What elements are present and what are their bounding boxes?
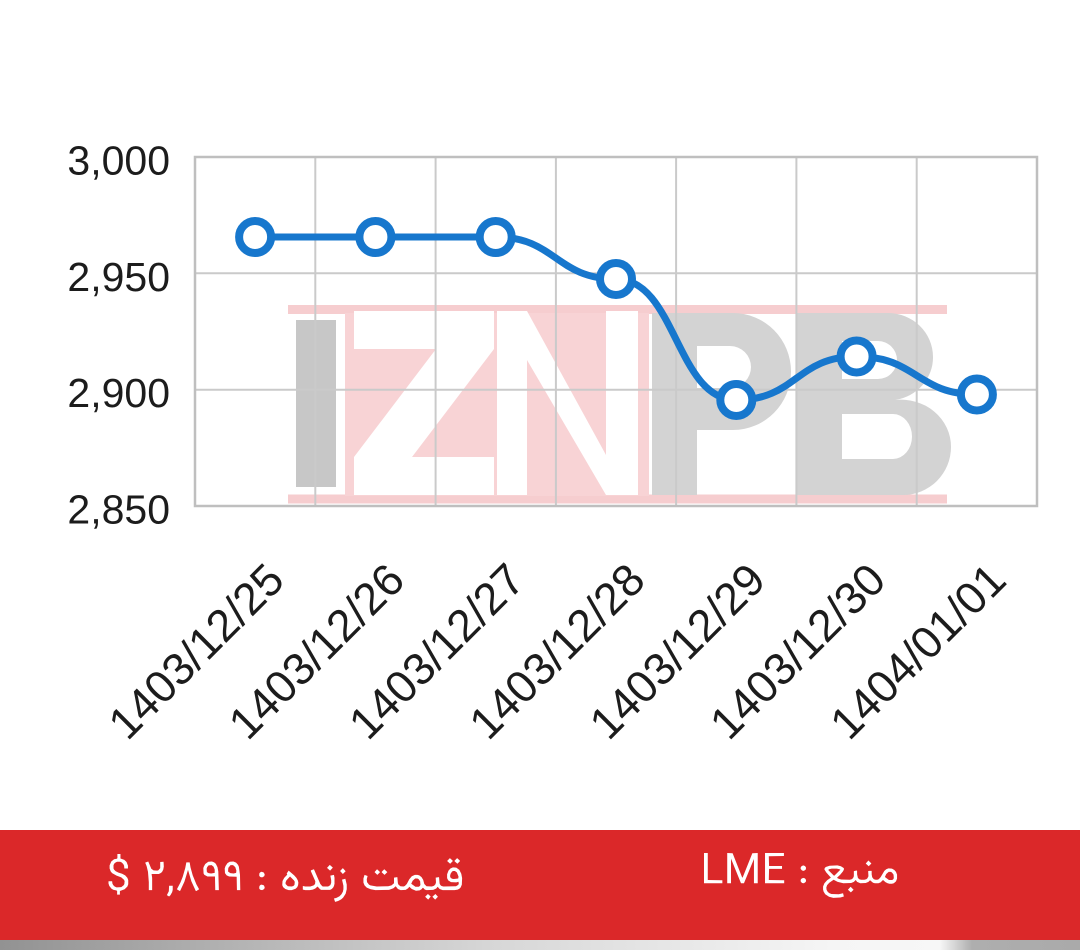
svg-text:3,000: 3,000	[67, 138, 170, 184]
svg-text:2,850: 2,850	[67, 487, 170, 533]
svg-text:2,950: 2,950	[67, 254, 170, 300]
svg-text:2,900: 2,900	[67, 370, 170, 416]
